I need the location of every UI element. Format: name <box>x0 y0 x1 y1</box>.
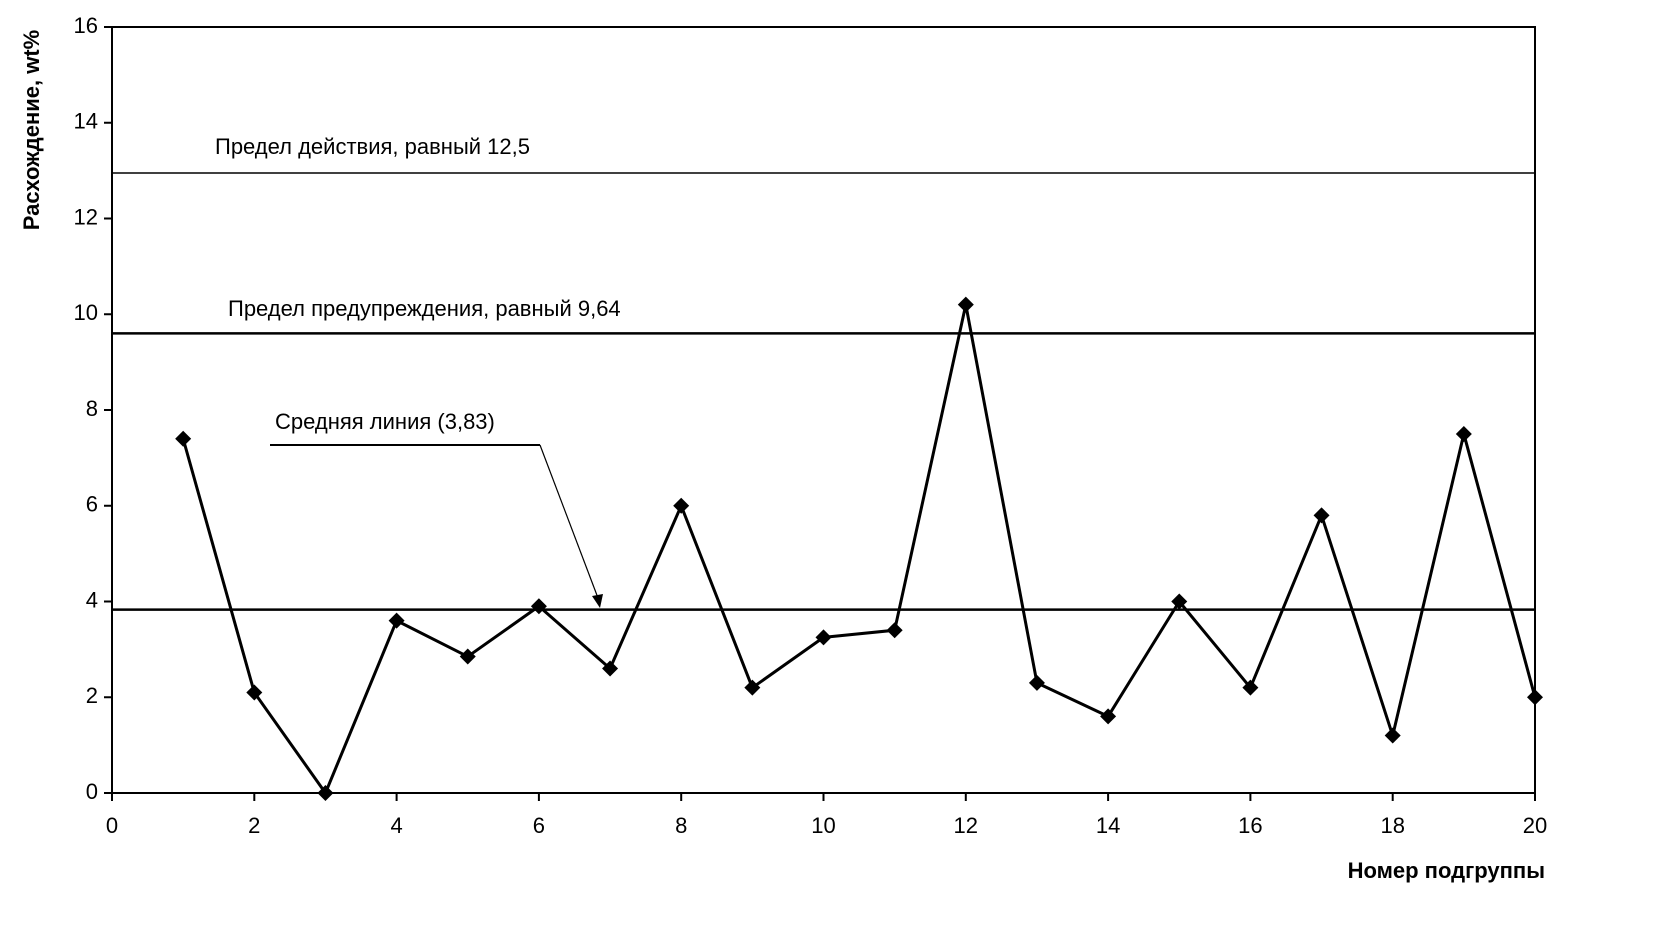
x-tick-label: 6 <box>533 813 545 838</box>
y-tick-label: 8 <box>86 396 98 421</box>
x-tick-label: 16 <box>1238 813 1262 838</box>
point-marker <box>673 497 690 514</box>
y-tick-label: 0 <box>86 779 98 804</box>
point-marker <box>1455 425 1472 442</box>
x-tick-label: 12 <box>954 813 978 838</box>
point-marker <box>957 296 974 313</box>
point-marker <box>388 612 405 629</box>
point-marker <box>886 622 903 639</box>
x-tick-label: 14 <box>1096 813 1120 838</box>
point-marker <box>175 430 192 447</box>
point-marker <box>459 648 476 665</box>
reference-line-label: Средняя линия (3,83) <box>275 409 495 434</box>
point-marker <box>530 598 547 615</box>
x-tick-label: 0 <box>106 813 118 838</box>
reference-line-label: Предел предупреждения, равный 9,64 <box>228 296 621 321</box>
point-marker <box>815 629 832 646</box>
y-tick-label: 4 <box>86 587 98 612</box>
y-tick-label: 6 <box>86 492 98 517</box>
point-marker <box>1242 679 1259 696</box>
y-axis-label: Расхождение, wt% <box>19 30 44 230</box>
series-line <box>181 303 1537 795</box>
point-marker <box>317 785 334 801</box>
point-marker <box>1171 593 1188 610</box>
point-marker <box>1028 674 1045 691</box>
point-marker <box>602 660 619 677</box>
y-tick-label: 2 <box>86 683 98 708</box>
x-axis-label: Номер подгруппы <box>1348 858 1545 883</box>
x-tick-label: 18 <box>1380 813 1404 838</box>
point-marker <box>1527 689 1543 706</box>
point-marker <box>744 679 761 696</box>
annotation-arrowhead <box>592 594 603 608</box>
y-tick-label: 10 <box>74 300 98 325</box>
point-marker <box>246 684 263 701</box>
x-tick-label: 20 <box>1523 813 1547 838</box>
point-marker <box>1313 507 1330 524</box>
point-marker <box>1384 727 1401 744</box>
point-marker <box>1100 708 1117 725</box>
x-tick-label: 10 <box>811 813 835 838</box>
x-tick-label: 4 <box>390 813 402 838</box>
y-tick-label: 12 <box>74 204 98 229</box>
x-tick-label: 2 <box>248 813 260 838</box>
y-tick-label: 16 <box>74 13 98 38</box>
reference-line-label: Предел действия, равный 12,5 <box>215 134 530 159</box>
y-tick-label: 14 <box>74 109 98 134</box>
annotation-arrow <box>539 444 599 599</box>
x-tick-label: 8 <box>675 813 687 838</box>
